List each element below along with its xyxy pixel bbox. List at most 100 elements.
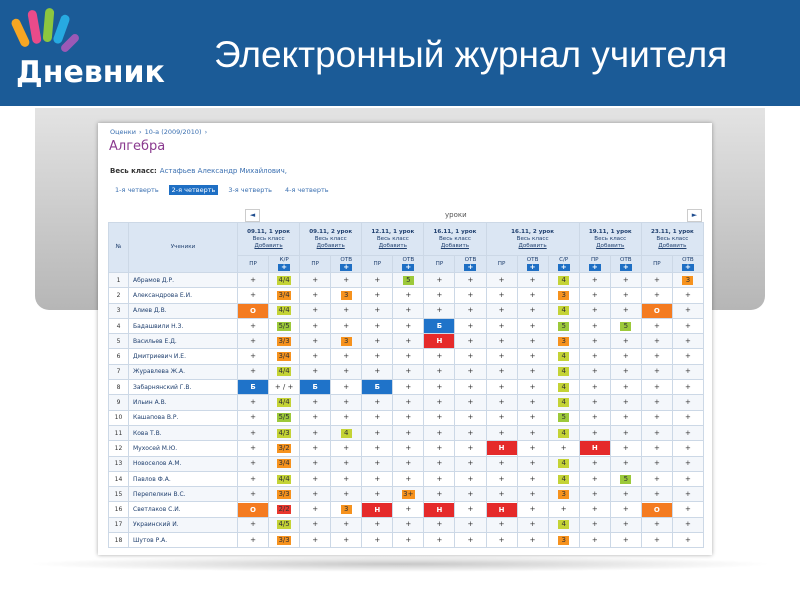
grade-cell[interactable]: + xyxy=(547,501,580,518)
grade-cell[interactable]: + xyxy=(578,516,611,534)
grade-cell[interactable]: + xyxy=(330,440,363,457)
grade-cell[interactable]: + xyxy=(236,486,270,503)
grade-cell[interactable]: + xyxy=(640,271,673,289)
grade-cell[interactable]: + xyxy=(485,333,518,350)
grade-cell[interactable]: + xyxy=(454,287,487,304)
grade-cell[interactable]: 4 xyxy=(547,379,580,396)
grade-cell[interactable]: 4/5 xyxy=(268,516,301,534)
grade-cell[interactable]: Н xyxy=(423,333,456,350)
grade-cell[interactable]: + xyxy=(299,394,332,411)
grade-cell[interactable]: + xyxy=(516,348,549,365)
grade-cell[interactable]: + xyxy=(299,424,332,442)
grade-cell[interactable]: + xyxy=(640,348,673,365)
grade-cell[interactable]: 4/4 xyxy=(268,363,301,381)
grade-cell[interactable]: + xyxy=(299,348,332,365)
grade-cell[interactable]: + xyxy=(609,363,642,381)
grade-cell[interactable]: + xyxy=(454,348,487,365)
lesson-action[interactable]: Добавить xyxy=(254,242,283,249)
grade-cell[interactable]: + xyxy=(485,394,518,411)
grade-cell[interactable]: + xyxy=(423,302,456,319)
add-button[interactable]: + xyxy=(588,263,601,271)
grade-cell[interactable]: + xyxy=(454,455,487,472)
student-name[interactable]: Васильев Е.Д. xyxy=(128,333,238,350)
grade-cell[interactable]: + xyxy=(485,287,518,304)
grade-cell[interactable]: + xyxy=(423,363,456,381)
grade-cell[interactable]: + xyxy=(299,470,332,488)
student-name[interactable]: Павлов Ф.А. xyxy=(128,470,238,488)
grade-cell[interactable]: + xyxy=(299,455,332,472)
add-button[interactable]: + xyxy=(278,263,291,271)
grade-cell[interactable]: + xyxy=(392,379,425,396)
grade-cell[interactable]: + xyxy=(578,409,611,426)
add-button[interactable]: + xyxy=(402,263,415,271)
grade-cell[interactable]: + xyxy=(454,302,487,319)
grade-cell[interactable]: 3 xyxy=(547,486,580,503)
grade-cell[interactable]: + xyxy=(236,409,270,426)
grade-cell[interactable]: 4 xyxy=(547,363,580,381)
grade-cell[interactable]: + xyxy=(671,440,704,457)
grade-cell[interactable]: + xyxy=(485,302,518,319)
student-name[interactable]: Шутов Р.А. xyxy=(128,532,238,549)
grade-cell[interactable]: + xyxy=(299,409,332,426)
grade-cell[interactable]: + xyxy=(671,532,704,549)
grade-cell[interactable]: + xyxy=(236,394,270,411)
grade-cell[interactable]: + xyxy=(671,333,704,350)
grade-cell[interactable]: + xyxy=(236,333,270,350)
add-button[interactable]: + xyxy=(340,263,353,271)
grade-cell[interactable]: 5/5 xyxy=(268,409,301,426)
add-button[interactable]: + xyxy=(619,263,632,271)
grade-cell[interactable]: + xyxy=(330,348,363,365)
grade-cell[interactable]: + xyxy=(361,271,394,289)
breadcrumb-link[interactable]: Оценки xyxy=(110,128,136,136)
grade-cell[interactable]: + xyxy=(236,424,270,442)
grade-cell[interactable]: Б xyxy=(236,379,270,396)
grade-cell[interactable]: Б xyxy=(423,317,456,335)
grade-cell[interactable]: + xyxy=(361,470,394,488)
grade-cell[interactable]: + xyxy=(640,394,673,411)
grade-cell[interactable]: + xyxy=(671,302,704,319)
grade-cell[interactable]: + xyxy=(671,409,704,426)
grade-cell[interactable]: 5 xyxy=(392,271,425,289)
grade-cell[interactable]: + xyxy=(454,363,487,381)
grade-cell[interactable]: + xyxy=(516,470,549,488)
grade-cell[interactable]: + xyxy=(640,470,673,488)
grade-cell[interactable]: + xyxy=(578,501,611,518)
grade-cell[interactable]: + xyxy=(330,455,363,472)
grade-cell[interactable]: + xyxy=(578,455,611,472)
grade-cell[interactable]: 4/4 xyxy=(268,470,301,488)
grade-cell[interactable]: + xyxy=(236,317,270,335)
grade-cell[interactable]: 3 xyxy=(547,287,580,304)
grade-cell[interactable]: + xyxy=(516,455,549,472)
student-name[interactable]: Александрова Е.И. xyxy=(128,287,238,304)
grade-cell[interactable]: + xyxy=(454,440,487,457)
grade-cell[interactable]: 4 xyxy=(547,516,580,534)
grade-cell[interactable]: + xyxy=(361,317,394,335)
grade-cell[interactable]: + xyxy=(330,516,363,534)
grade-cell[interactable]: + xyxy=(609,271,642,289)
grade-cell[interactable]: + xyxy=(516,271,549,289)
grade-cell[interactable]: 3 xyxy=(671,271,704,289)
grade-cell[interactable]: + xyxy=(640,532,673,549)
grade-cell[interactable]: + xyxy=(516,302,549,319)
grade-cell[interactable]: + xyxy=(454,501,487,518)
grade-cell[interactable]: + xyxy=(423,409,456,426)
grade-cell[interactable]: Н xyxy=(485,501,518,518)
grade-cell[interactable]: + xyxy=(640,516,673,534)
grade-cell[interactable]: + xyxy=(299,440,332,457)
grade-cell[interactable]: 3 xyxy=(330,287,363,304)
grade-cell[interactable]: 4 xyxy=(547,302,580,319)
grade-cell[interactable]: + xyxy=(423,532,456,549)
grade-cell[interactable]: + xyxy=(392,516,425,534)
grade-cell[interactable]: 3/3 xyxy=(268,486,301,503)
grade-cell[interactable]: + xyxy=(640,287,673,304)
grade-cell[interactable]: + xyxy=(299,333,332,350)
grade-cell[interactable]: + xyxy=(361,333,394,350)
grade-cell[interactable]: Б xyxy=(361,379,394,396)
grade-cell[interactable]: 3 xyxy=(330,333,363,350)
grade-cell[interactable]: + xyxy=(454,532,487,549)
grade-cell[interactable]: + xyxy=(454,516,487,534)
grade-cell[interactable]: + xyxy=(423,516,456,534)
grade-cell[interactable]: + xyxy=(671,379,704,396)
grade-cell[interactable]: + xyxy=(609,409,642,426)
student-name[interactable]: Забарнянский Г.В. xyxy=(128,379,238,396)
